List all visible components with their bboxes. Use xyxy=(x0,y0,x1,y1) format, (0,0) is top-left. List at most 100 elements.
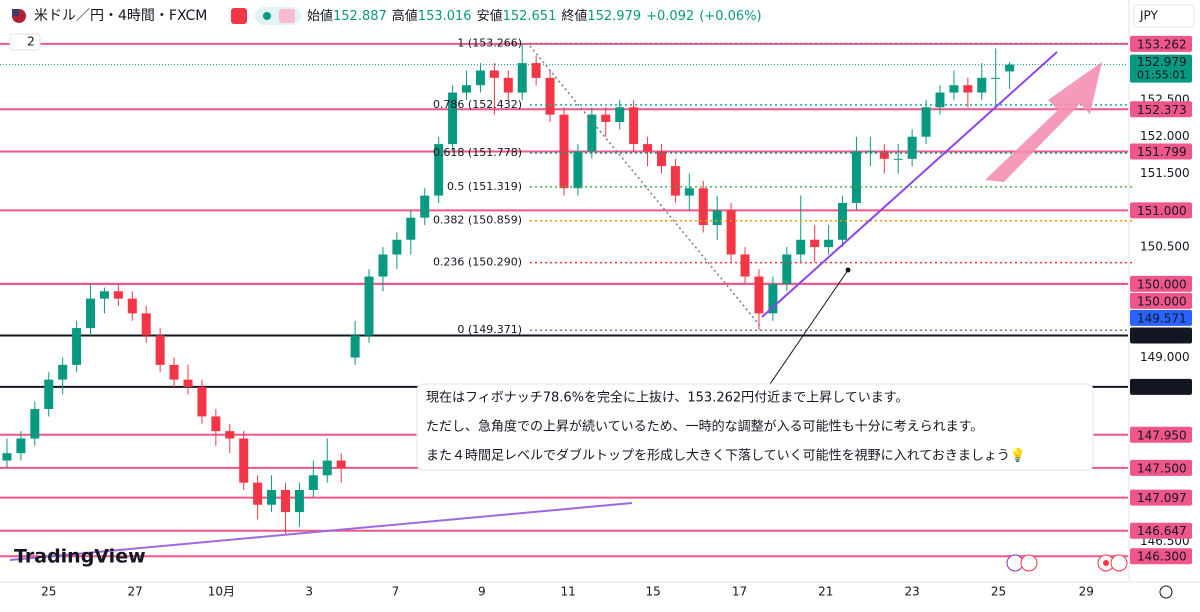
price-box xyxy=(1130,202,1192,219)
label: 始値 xyxy=(307,8,333,24)
candle-body xyxy=(489,70,499,78)
event-icon[interactable] xyxy=(1110,554,1128,572)
price-box xyxy=(1130,426,1192,443)
price-box xyxy=(1130,101,1192,118)
fib-label: 0.618 (151.778) xyxy=(433,146,522,159)
y-tick-label: 152.000 xyxy=(1140,129,1190,143)
candle-body xyxy=(155,335,165,365)
countdown: 01:55:01 xyxy=(1137,69,1186,82)
fib-label: 0 (149.371) xyxy=(457,323,522,336)
axes: 152.500152.000151.500150.500149.000146.5… xyxy=(41,92,1190,598)
candle-body xyxy=(865,151,875,153)
indicator-count: 2 xyxy=(27,35,35,49)
candle-body xyxy=(113,291,123,299)
candle-body xyxy=(545,77,555,115)
x-tick-label: 3 xyxy=(305,585,313,599)
value: 153.016 xyxy=(418,9,472,24)
candle-body xyxy=(656,151,666,167)
price-box-label: 147.097 xyxy=(1137,491,1187,505)
candle-body xyxy=(434,144,444,196)
value: 152.651 xyxy=(503,9,557,24)
candle-body xyxy=(294,490,304,513)
label: 安値 xyxy=(477,8,503,24)
header: 米ドル／円・4時間・FXCM 始値152.887 高値153.016 安値152.6… xyxy=(9,4,1195,599)
annotation-text: ただし、急角度での上昇が続いているため、一時的な調整が入る可能性も十分に考えられ… xyxy=(426,419,983,435)
candle-body xyxy=(921,107,931,137)
change-pct: (+0.06%) xyxy=(699,9,761,24)
ohlc-legend: 始値152.887 高値153.016 安値152.651 終値152.979 +0.0… xyxy=(307,8,762,24)
price-box-label: 151.000 xyxy=(1137,204,1187,218)
price-box-label: 147.950 xyxy=(1137,428,1187,442)
currency: JPY xyxy=(1139,9,1159,23)
price-box xyxy=(1130,489,1192,506)
price-box xyxy=(1130,292,1192,309)
candle-body xyxy=(796,239,806,255)
currency-button[interactable] xyxy=(1133,4,1195,28)
candle-body xyxy=(267,490,277,505)
flag-icon xyxy=(12,9,19,16)
candle-body xyxy=(810,239,820,248)
candle-body xyxy=(949,85,959,93)
candle-body xyxy=(30,409,40,439)
candle-body xyxy=(726,210,736,255)
price-labels: 153.262 152.373 151.799 151.000 150.000 150.0… xyxy=(1130,35,1192,565)
price-box-label: 152.373 xyxy=(1137,103,1187,117)
candle-body xyxy=(392,239,402,255)
candle-body xyxy=(16,438,26,454)
settings-icon[interactable] xyxy=(1159,585,1173,599)
candle-body xyxy=(141,313,151,336)
x-tick-label: 7 xyxy=(392,585,400,599)
candle-body xyxy=(601,114,611,122)
status-icon xyxy=(279,9,295,23)
event-icon xyxy=(1103,560,1109,566)
price-box-label: 149.300 xyxy=(1137,329,1187,343)
candle-body xyxy=(336,460,346,468)
event-icon[interactable] xyxy=(1020,554,1038,572)
price-box-label: 150.000 xyxy=(1137,277,1187,291)
fib-label: 1 (153.266) xyxy=(457,37,522,50)
last-price-label: 152.979 xyxy=(1137,55,1187,69)
symbol: 米ドル／円・4時間・FXCM xyxy=(34,8,207,24)
candle-body xyxy=(754,276,764,314)
price-box xyxy=(1130,35,1192,52)
candle-body xyxy=(127,298,137,314)
x-tick-label: 21 xyxy=(818,585,833,599)
candle-body xyxy=(991,77,1001,79)
indicator-toggle[interactable] xyxy=(9,33,41,51)
candle-body xyxy=(211,416,221,432)
candle-body xyxy=(2,453,12,461)
candle-body xyxy=(963,85,973,93)
fib-label: 0.382 (150.859) xyxy=(433,214,522,227)
x-tick-label: 10月 xyxy=(208,585,235,599)
candle-body xyxy=(587,114,597,152)
candle-body xyxy=(740,254,750,277)
candle-body xyxy=(239,438,249,483)
annotation-text: また４時間足レベルでダブルトップを形成し大きく下落していく可能性を視野に入れてお… xyxy=(426,448,1026,464)
arrow xyxy=(985,62,1102,182)
price-box-label: 153.262 xyxy=(1137,37,1187,51)
price-box-label: 149.571 xyxy=(1137,311,1187,325)
candle-body xyxy=(768,283,778,314)
fibonacci: 1 (153.266) 0.786 (152.432) 0.618 (151.778… xyxy=(433,37,1133,336)
x-tick-label: 17 xyxy=(732,585,747,599)
price-box xyxy=(1130,309,1192,326)
sell-button[interactable] xyxy=(231,8,247,24)
label: 終値 xyxy=(561,8,587,24)
candle-body xyxy=(378,254,388,277)
x-tick-label: 27 xyxy=(127,585,142,599)
price-box-label: 146.300 xyxy=(1137,550,1187,564)
price-box-label: 146.647 xyxy=(1137,524,1187,538)
price-box-label: 148.601 xyxy=(1137,380,1187,394)
candle-body xyxy=(629,107,639,145)
logo: TradingView xyxy=(14,546,146,568)
candle-body xyxy=(615,107,625,122)
trendline xyxy=(761,51,1058,318)
candle-body xyxy=(684,188,694,196)
candle-body xyxy=(86,298,96,329)
candle-body xyxy=(322,460,332,476)
candles xyxy=(2,43,1015,535)
candle-body xyxy=(893,158,903,160)
price-box xyxy=(1130,378,1192,395)
